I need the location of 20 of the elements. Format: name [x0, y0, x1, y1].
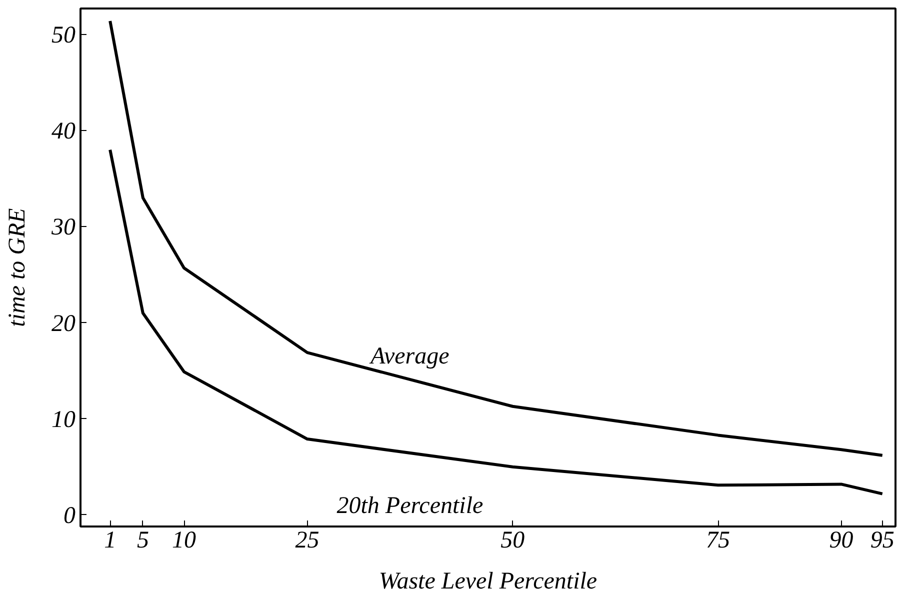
x-tick-label: 10 — [172, 528, 196, 554]
x-tick-label: 90 — [829, 528, 854, 554]
x-tick-label: 5 — [136, 528, 149, 554]
y-tick-label: 50 — [52, 22, 76, 48]
series-label: 20th Percentile — [336, 492, 484, 519]
y-tick-label: 20 — [52, 310, 76, 337]
x-tick-label: 25 — [295, 528, 320, 554]
x-tick-label: 95 — [870, 528, 894, 554]
x-tick-label: 50 — [500, 528, 525, 554]
line-series — [108, 148, 884, 496]
y-tick-label: 40 — [52, 118, 76, 145]
x-tick-label: 1 — [104, 528, 116, 554]
line-series — [108, 19, 884, 457]
series-label: Average — [368, 343, 450, 370]
x-axis-title: Waste Level Percentile — [378, 568, 598, 594]
y-tick-label: 0 — [64, 502, 76, 529]
x-tick-label: 75 — [706, 528, 730, 554]
y-axis-title: time to GRE — [4, 208, 30, 327]
y-tick-label: 30 — [50, 214, 76, 241]
y-tick-label: 10 — [52, 406, 76, 433]
